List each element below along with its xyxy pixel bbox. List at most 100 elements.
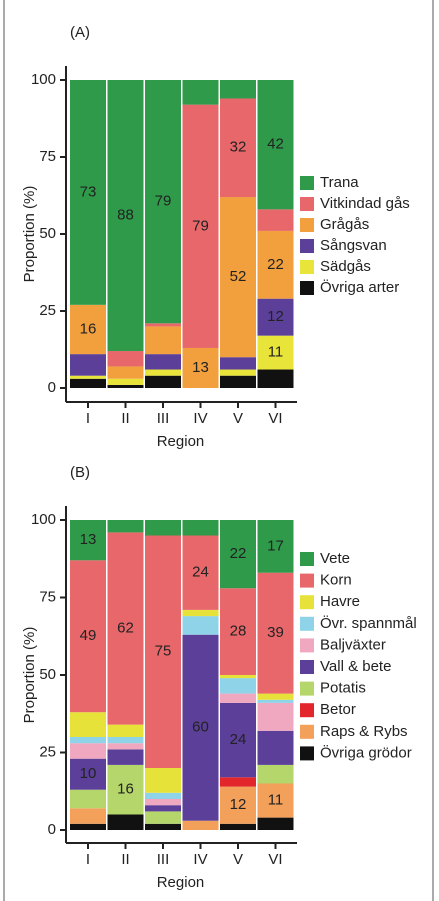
value-label: 11 xyxy=(268,344,284,361)
legend-label: Vitkindad gås xyxy=(320,195,410,212)
bar-segment xyxy=(182,609,219,617)
bar-segment xyxy=(107,366,144,379)
legend-swatch xyxy=(300,573,314,588)
bar-segment xyxy=(220,823,256,830)
legend-label: Betor xyxy=(320,701,356,718)
y-tick-label: 100 xyxy=(31,511,56,528)
y-tick-label: 0 xyxy=(48,821,56,838)
legend-label: Baljväxter xyxy=(320,636,386,653)
bar-segment xyxy=(257,702,294,731)
bar-segment xyxy=(70,375,106,379)
legend-swatch xyxy=(300,638,314,653)
legend-swatch xyxy=(300,660,314,674)
legend-label: Övriga grödor xyxy=(320,743,412,761)
value-label: 32 xyxy=(230,139,247,156)
bar-segment xyxy=(257,783,294,818)
bar-segment xyxy=(182,616,219,635)
value-label: 79 xyxy=(155,193,172,210)
legend-swatch xyxy=(300,197,314,211)
bar-segment xyxy=(107,520,144,533)
bar-segment xyxy=(107,764,144,815)
bar-segment xyxy=(257,369,294,388)
value-label: 79 xyxy=(192,217,209,234)
y-tick-label: 75 xyxy=(39,588,56,605)
legend-label: Raps & Rybs xyxy=(320,723,408,740)
bar-segment xyxy=(182,80,219,105)
legend-label: Potatis xyxy=(320,680,366,697)
legend-label: Vall & bete xyxy=(320,658,391,675)
x-axis-label: Region xyxy=(157,433,205,450)
legend-label: Sångsvan xyxy=(320,237,387,254)
legend-swatch xyxy=(300,239,314,253)
bar-segment xyxy=(145,520,181,536)
value-label: 11 xyxy=(268,792,284,809)
x-tick-label: I xyxy=(86,851,90,868)
bar-segment xyxy=(220,98,256,198)
bar-segment xyxy=(257,699,294,703)
bar-segment xyxy=(145,792,181,799)
value-label: 60 xyxy=(192,719,209,736)
y-axis-label: Proportion (%) xyxy=(21,186,38,283)
bar-segment xyxy=(220,693,256,703)
bar-segment xyxy=(182,634,219,821)
legend-label: Övriga arter xyxy=(320,278,399,296)
bar-segment xyxy=(145,811,181,824)
x-tick-label: III xyxy=(157,410,170,427)
bar-segment xyxy=(107,80,144,352)
y-tick-label: 75 xyxy=(39,148,56,165)
value-label: 12 xyxy=(267,308,284,325)
bar-segment xyxy=(70,737,106,744)
bar-segment xyxy=(257,572,294,694)
legend-swatch xyxy=(300,218,314,232)
bar-segment xyxy=(182,104,219,348)
panel-title: (A) xyxy=(70,24,90,41)
bar-segment xyxy=(145,823,181,830)
x-tick-label: III xyxy=(157,851,170,868)
bar-segment xyxy=(70,520,106,561)
x-tick-label: IV xyxy=(193,410,207,427)
bar-segment xyxy=(145,369,181,376)
value-label: 73 xyxy=(80,183,97,200)
bar-segment xyxy=(107,384,144,388)
value-label: 16 xyxy=(80,320,97,337)
value-label: 75 xyxy=(155,643,172,660)
legend-label: Havre xyxy=(320,593,360,610)
legend-swatch xyxy=(300,746,314,761)
legend-label: Sädgås xyxy=(320,258,371,275)
legend-label: Grågås xyxy=(320,216,369,233)
bar-segment xyxy=(107,532,144,725)
bar-segment xyxy=(145,323,181,327)
value-label: 13 xyxy=(80,531,97,548)
bar-segment xyxy=(145,805,181,812)
x-tick-label: V xyxy=(233,410,243,427)
bar-segment xyxy=(220,786,256,824)
value-label: 28 xyxy=(230,623,247,640)
value-label: 12 xyxy=(230,796,247,813)
bar-segment xyxy=(257,764,294,784)
y-tick-label: 50 xyxy=(39,666,56,683)
bar-segment xyxy=(145,326,181,355)
value-label: 22 xyxy=(267,256,284,273)
bar-segment xyxy=(257,335,294,370)
value-label: 52 xyxy=(230,268,247,285)
bar-segment xyxy=(107,743,144,750)
legend-label: Vete xyxy=(320,550,350,567)
x-tick-label: II xyxy=(121,851,129,868)
bar-segment xyxy=(145,375,181,388)
legend-swatch xyxy=(300,176,314,190)
panel-title: (B) xyxy=(70,464,90,481)
bar-segment xyxy=(107,737,144,744)
legend-swatch xyxy=(300,595,314,610)
bar-segment xyxy=(220,80,256,99)
bar-segment xyxy=(220,369,256,376)
bar-segment xyxy=(145,354,181,370)
legend-swatch xyxy=(300,616,314,631)
bar-segment xyxy=(70,758,106,790)
bar-segment xyxy=(145,535,181,768)
value-label: 24 xyxy=(230,731,247,748)
bar-segment xyxy=(220,588,256,675)
bar-segment xyxy=(220,357,256,370)
value-label: 62 xyxy=(117,619,134,636)
